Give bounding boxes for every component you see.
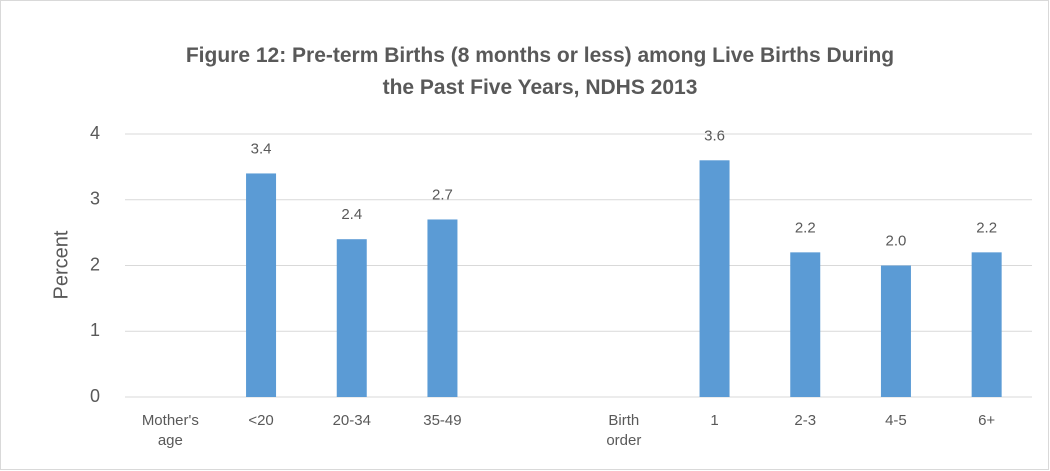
x-tick-label: <20: [248, 412, 274, 429]
bar: [336, 239, 367, 397]
x-tick-label: 6+: [978, 412, 996, 429]
data-label: 3.4: [251, 140, 272, 157]
data-label: 2.2: [795, 219, 816, 236]
y-tick-label: 4: [90, 123, 100, 143]
data-label: 2.0: [886, 232, 907, 249]
x-tick-label: 1: [710, 412, 719, 429]
bar: [699, 160, 730, 397]
y-tick-label: 2: [90, 254, 100, 274]
y-axis-label: Percent: [50, 230, 72, 299]
x-tick-label: 4-5: [885, 412, 907, 429]
x-tick-label: 20-34: [332, 412, 371, 429]
bar: [427, 219, 458, 397]
x-tick-label: Mother's age: [141, 412, 199, 449]
x-tick-label: 35-49: [423, 412, 462, 429]
x-tick-label: 2-3: [794, 412, 817, 429]
bar: [246, 173, 277, 397]
data-label: 2.4: [341, 206, 362, 223]
bar: [790, 252, 821, 397]
data-label: 2.2: [976, 219, 997, 236]
y-tick-label: 0: [90, 386, 100, 406]
data-label: 2.7: [432, 186, 453, 203]
x-tick-label: Birth order: [606, 412, 642, 449]
bar: [971, 252, 1002, 397]
y-tick-label: 1: [90, 320, 100, 340]
chart-title: Figure 12: Pre-term Births (8 months or …: [185, 44, 895, 99]
bar: [880, 265, 911, 397]
y-tick-label: 3: [90, 189, 100, 209]
data-label: 3.6: [704, 127, 725, 144]
